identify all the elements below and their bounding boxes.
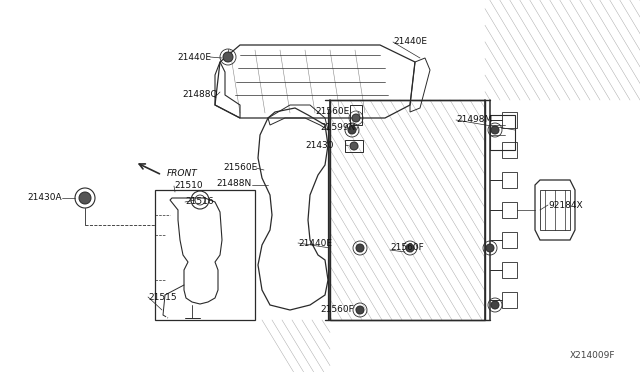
Text: 21560E: 21560E	[315, 108, 349, 116]
Text: X214009F: X214009F	[570, 350, 616, 359]
Circle shape	[350, 142, 358, 150]
Text: 21515: 21515	[148, 292, 177, 301]
Text: 21430A: 21430A	[28, 193, 62, 202]
Text: 21430: 21430	[305, 141, 333, 150]
Bar	[345, 140, 363, 152]
Text: 21516: 21516	[185, 198, 214, 206]
Bar	[502, 232, 517, 248]
Bar	[502, 292, 517, 308]
Circle shape	[79, 192, 91, 204]
Text: 92184X: 92184X	[548, 201, 582, 209]
Bar	[502, 202, 517, 218]
Text: 21488Q: 21488Q	[182, 90, 218, 99]
Text: 21510: 21510	[174, 182, 203, 190]
Circle shape	[348, 126, 356, 134]
Bar	[502, 172, 517, 188]
Circle shape	[352, 114, 360, 122]
Circle shape	[406, 244, 414, 252]
Bar	[330, 100, 485, 320]
Text: FRONT: FRONT	[167, 169, 198, 177]
Text: 21560E: 21560E	[224, 164, 258, 173]
Circle shape	[356, 306, 364, 314]
Circle shape	[491, 301, 499, 309]
Circle shape	[356, 244, 364, 252]
Text: 21560F: 21560F	[390, 244, 424, 253]
Bar	[502, 262, 517, 278]
Bar	[502, 112, 517, 128]
Bar	[540, 190, 570, 230]
Bar	[502, 142, 517, 158]
Text: 21440E: 21440E	[393, 38, 427, 46]
Bar	[155, 190, 255, 320]
Text: 21599N: 21599N	[320, 122, 355, 131]
Circle shape	[486, 244, 494, 252]
Text: 21498M: 21498M	[456, 115, 492, 125]
Text: 21488N: 21488N	[217, 179, 252, 187]
Text: 21560F: 21560F	[320, 305, 354, 314]
Circle shape	[491, 126, 499, 134]
Bar	[350, 105, 362, 125]
Bar	[490, 115, 515, 150]
Text: 21440E: 21440E	[298, 238, 332, 247]
Circle shape	[223, 52, 233, 62]
Text: 21440E: 21440E	[177, 52, 211, 61]
